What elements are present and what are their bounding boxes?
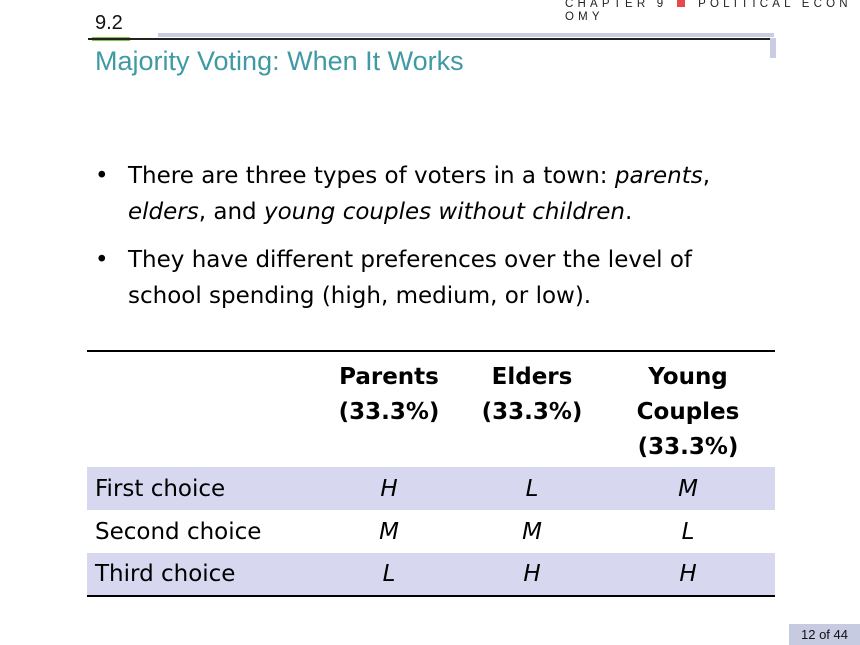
table-row-second-choice: Second choice M M L <box>87 510 775 553</box>
bullet-item: • They have different preferences over th… <box>95 242 755 314</box>
chapter-label: CHAPTER 9 <box>565 0 668 10</box>
header-rule <box>88 38 776 40</box>
table-row-first-choice: First choice H L M <box>87 467 775 510</box>
page-indicator: 12 of 44 <box>789 624 860 645</box>
column-share: (33.3%) <box>481 399 583 425</box>
column-header-parents: Parents (33.3%) <box>315 351 463 467</box>
column-name: Elders <box>491 364 573 390</box>
row-label: First choice <box>95 475 226 502</box>
bullet-text: , <box>702 163 711 189</box>
header-accent-rule <box>158 33 774 37</box>
preference-table: Parents (33.3%) Elders (33.3%) Young Cou… <box>87 350 775 597</box>
table-cell: L <box>681 518 695 545</box>
table-cell: H <box>380 475 398 502</box>
table-row-third-choice: Third choice L H H <box>87 553 775 596</box>
chapter-title: POLITICAL ECONOMY <box>565 0 852 23</box>
row-label: Second choice <box>95 518 262 545</box>
chapter-separator-square <box>676 0 685 7</box>
bullet-list: • There are three types of voters in a to… <box>95 158 755 326</box>
chapter-header: CHAPTER 9 POLITICAL ECONOMY <box>565 0 860 24</box>
column-share: (33.3%) <box>637 434 739 460</box>
column-name: Parents <box>339 364 439 390</box>
table-cell: M <box>379 518 399 545</box>
bullet-dot-icon: • <box>95 163 109 189</box>
table-cell: M <box>522 518 542 545</box>
slide-title: Majority Voting: When It Works <box>95 46 464 76</box>
column-header-young-couples: Young Couples (33.3%) <box>601 351 775 467</box>
emphasis-text: young couples without children <box>263 199 625 225</box>
bullet-dot-icon: • <box>95 247 109 273</box>
table-cell: L <box>525 475 539 502</box>
section-number: 9.2 <box>95 12 123 34</box>
emphasis-text: elders <box>128 199 199 225</box>
column-share: (33.3%) <box>338 399 440 425</box>
emphasis-text: parents <box>614 163 703 189</box>
table-header-row: Parents (33.3%) Elders (33.3%) Young Cou… <box>87 351 775 467</box>
row-label: Third choice <box>95 561 236 587</box>
table-cell: H <box>523 561 541 587</box>
bullet-text: They have different preferences over the… <box>128 247 692 309</box>
table-cell: L <box>382 561 396 587</box>
bullet-text: . <box>625 199 633 225</box>
column-header-elders: Elders (33.3%) <box>463 351 601 467</box>
table-cell: H <box>679 561 697 587</box>
bullet-text: , and <box>198 199 264 225</box>
column-name: Young Couples <box>636 364 740 425</box>
bullet-item: • There are three types of voters in a to… <box>95 158 755 230</box>
table-corner-cell <box>87 351 315 467</box>
table-cell: M <box>678 475 698 502</box>
bullet-text: There are three types of voters in a tow… <box>128 163 615 189</box>
header-side-accent <box>770 38 776 58</box>
